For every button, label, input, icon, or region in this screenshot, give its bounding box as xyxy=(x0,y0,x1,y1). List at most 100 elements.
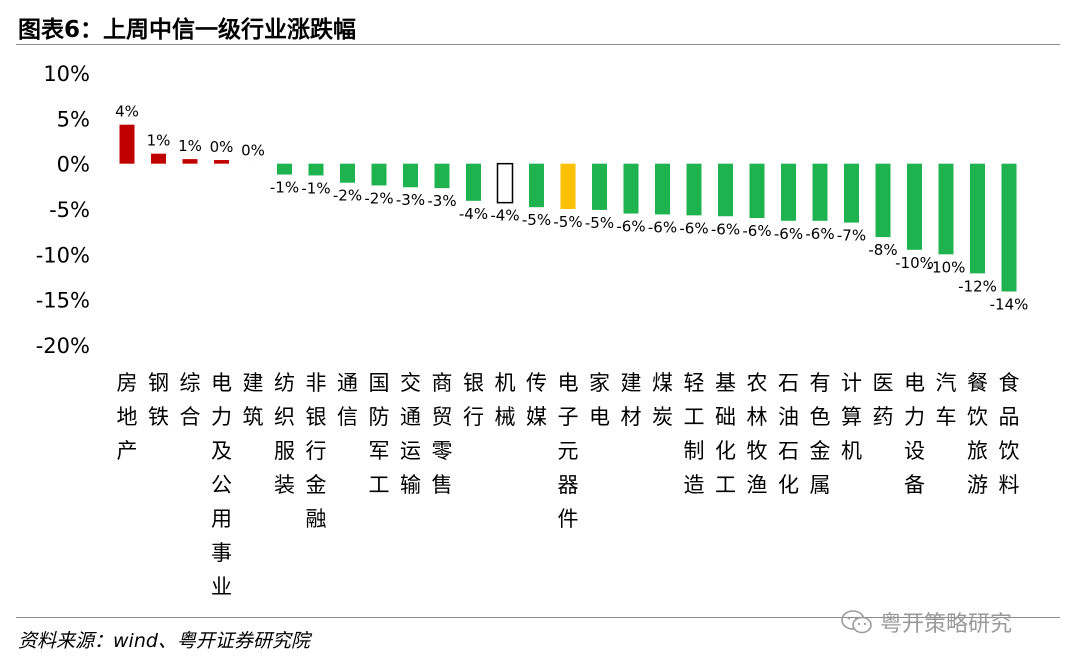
category-label: 机械 xyxy=(495,371,516,429)
bar xyxy=(749,163,765,219)
category-label: 电力设备 xyxy=(904,371,925,497)
data-label: -6% xyxy=(616,218,645,236)
category-labels: 房地产钢铁综合电力及公用事业建筑纺织服装非银行金融通信国防军工交通运输商贸零售银… xyxy=(117,371,1020,599)
data-label: -8% xyxy=(868,241,897,259)
data-label: 1% xyxy=(178,137,202,155)
category-label: 汽车 xyxy=(936,371,957,429)
y-axis: 10% 5% 0% -5% -10% -15% -20% xyxy=(36,62,90,358)
data-label: -5% xyxy=(522,211,551,229)
category-label: 非银行金融 xyxy=(306,371,327,531)
y-tick-label: -5% xyxy=(49,198,90,222)
bar xyxy=(623,163,639,214)
data-label: -12% xyxy=(958,277,997,295)
data-label: 0% xyxy=(210,138,234,156)
category-label: 电子元器件 xyxy=(558,371,579,531)
bar xyxy=(182,159,198,164)
bars xyxy=(119,124,1017,292)
category-label: 农林牧渔 xyxy=(747,371,768,497)
bottom-divider xyxy=(16,617,1060,618)
bar xyxy=(434,163,450,189)
bar xyxy=(371,163,387,186)
category-label: 计算机 xyxy=(841,371,862,463)
category-label: 银行 xyxy=(463,371,484,429)
bar xyxy=(592,163,607,210)
bar xyxy=(907,163,922,250)
bar xyxy=(529,163,544,208)
data-label: -2% xyxy=(364,189,393,207)
bar xyxy=(119,124,135,164)
top-divider xyxy=(16,44,1060,45)
bar xyxy=(277,163,292,175)
data-label: 1% xyxy=(147,132,171,150)
category-label: 纺织服装 xyxy=(274,371,295,497)
data-label: -5% xyxy=(585,214,614,232)
category-label: 家电 xyxy=(589,371,610,429)
bar xyxy=(340,163,355,183)
watermark-text: 粤开策略研究 xyxy=(880,612,1013,637)
data-label: -4% xyxy=(490,207,519,225)
data-label: -1% xyxy=(301,179,330,197)
category-label: 钢铁 xyxy=(148,371,169,429)
category-label: 房地产 xyxy=(117,371,138,463)
data-labels: 4%1% 1% 0% 0%-1% -1% -2% -2% -3% -3%-4% -4% -5% -5%… xyxy=(115,103,1028,314)
bar xyxy=(560,163,576,209)
bar xyxy=(214,160,229,164)
data-label: 0% xyxy=(241,142,265,160)
data-label: -6% xyxy=(648,218,677,236)
data-label: -14% xyxy=(990,296,1029,314)
y-tick-label: 0% xyxy=(57,153,90,177)
category-label: 餐饮旅游 xyxy=(967,371,988,497)
source-note: 资料来源：wind、粤开证券研究院 xyxy=(18,630,310,652)
bar xyxy=(403,163,418,188)
bar xyxy=(496,162,514,204)
bar xyxy=(466,163,481,201)
data-label: -10% xyxy=(895,254,934,272)
y-tick-label: -20% xyxy=(36,334,90,358)
category-label: 有色金属 xyxy=(810,371,831,497)
y-tick-label: -15% xyxy=(36,289,90,313)
category-label: 建材 xyxy=(621,371,642,429)
bar xyxy=(655,163,670,215)
category-label: 煤炭 xyxy=(652,371,673,429)
category-label: 轻工制造 xyxy=(684,371,705,497)
data-label: -2% xyxy=(333,187,362,205)
data-label: -3% xyxy=(396,191,425,209)
data-label: 4% xyxy=(115,103,139,121)
bar xyxy=(938,163,954,255)
category-label: 通信 xyxy=(337,371,358,429)
bar xyxy=(970,163,985,274)
category-label: 食品饮料 xyxy=(999,371,1020,497)
bar xyxy=(151,153,166,164)
bar xyxy=(875,163,891,238)
category-label: 基础化工 xyxy=(715,371,736,497)
bar xyxy=(1001,163,1017,292)
category-label: 商贸零售 xyxy=(432,371,453,497)
category-label: 石油石化 xyxy=(778,371,799,497)
data-label: -6% xyxy=(742,222,771,240)
data-label: -6% xyxy=(711,220,740,238)
category-label: 建筑 xyxy=(243,371,264,429)
y-tick-label: 5% xyxy=(57,107,90,131)
bar xyxy=(308,163,324,176)
bar-chart: 10%5%0%-5%-10%-15%-20% 4%1% 1% 0% 0%-1% -1% -… xyxy=(36,62,1029,599)
category-label: 综合 xyxy=(180,371,201,429)
category-label: 国防军工 xyxy=(369,371,390,497)
data-label: -6% xyxy=(805,225,834,243)
chart-title: 图表6：上周中信一级行业涨跌幅 xyxy=(18,17,357,43)
wechat-icon xyxy=(841,610,872,634)
data-label: -6% xyxy=(679,219,708,237)
category-label: 传媒 xyxy=(526,371,547,429)
y-tick-label: 10% xyxy=(43,62,90,86)
bar xyxy=(718,163,733,217)
data-label: -1% xyxy=(270,179,299,197)
bar xyxy=(781,163,796,221)
category-label: 交通运输 xyxy=(400,371,421,497)
data-label: -4% xyxy=(459,205,488,223)
data-label: -6% xyxy=(774,225,803,243)
y-tick-label: -10% xyxy=(36,243,90,267)
data-label: -10% xyxy=(927,258,966,276)
data-label: -3% xyxy=(427,192,456,210)
category-label: 电力及公用事业 xyxy=(211,371,232,599)
watermark: 粤开策略研究 xyxy=(840,606,1012,638)
data-label: -7% xyxy=(837,227,866,245)
